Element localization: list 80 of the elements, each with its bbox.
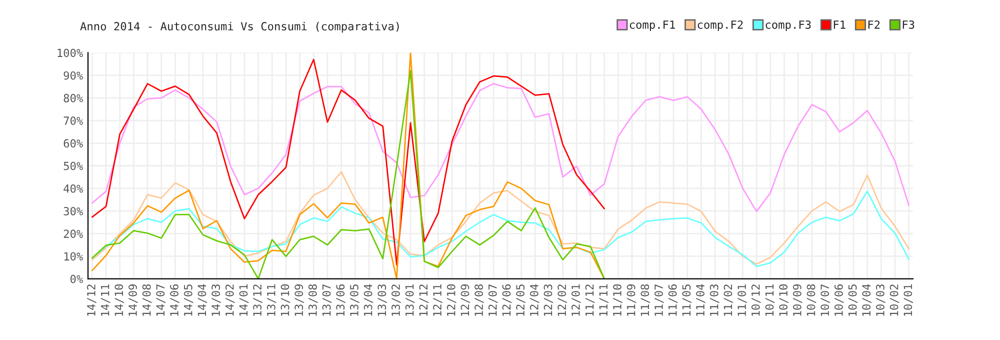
- x-tick-label: 10/02: [890, 284, 900, 316]
- line-series: [91, 171, 910, 265]
- x-tick-label: 13/11: [266, 284, 276, 316]
- x-tick-label: 14/12: [87, 284, 96, 316]
- y-tick-label: 40%: [64, 184, 83, 193]
- chart-title: Anno 2014 - Autoconsumi Vs Consumi (comparativa): [80, 22, 399, 33]
- x-tick-label: 12/08: [474, 284, 484, 316]
- legend-label: comp.F1: [630, 20, 675, 32]
- x-tick-label: 14/02: [225, 284, 235, 316]
- x-tick-label: 10/03: [876, 284, 886, 316]
- x-tick-label: 12/01: [571, 284, 581, 316]
- legend-label: comp.F3: [766, 20, 811, 32]
- x-tick-label: 10/08: [806, 284, 816, 316]
- y-tick-label: 100%: [58, 48, 83, 58]
- x-tick-label: 14/05: [184, 284, 194, 316]
- legend-label: F3: [902, 20, 914, 29]
- x-tick-label: 14/06: [170, 284, 180, 316]
- x-tick-label: 10/10: [779, 284, 788, 316]
- x-tick-label: 11/04: [696, 284, 706, 316]
- y-tick-label: 80%: [64, 94, 83, 102]
- x-tick-label: 14/11: [100, 284, 110, 316]
- legend-label: F2: [868, 20, 880, 29]
- line-series: [91, 82, 910, 212]
- x-tick-label: 11/09: [626, 284, 636, 316]
- x-tick-label: 11/03: [710, 284, 720, 316]
- y-tick-label: 50%: [64, 162, 83, 170]
- x-tick-label: 12/03: [544, 284, 554, 316]
- x-tick-label: 12/07: [488, 284, 498, 316]
- x-tick-label: 10/09: [792, 284, 802, 316]
- legend-label: comp.F2: [698, 20, 743, 32]
- x-tick-label: 14/07: [156, 284, 166, 316]
- x-tick-label: 10/06: [834, 284, 844, 316]
- x-tick-label: 12/02: [558, 284, 567, 316]
- y-tick-label: 20%: [64, 230, 83, 238]
- x-tick-label: 13/01: [405, 284, 415, 316]
- x-tick-label: 12/05: [516, 284, 526, 316]
- x-tick-label: 11/08: [640, 284, 650, 316]
- x-tick-label: 11/05: [682, 284, 692, 316]
- x-tick-label: 11/02: [724, 284, 734, 316]
- x-tick-label: 14/03: [212, 284, 221, 316]
- x-tick-label: 12/12: [419, 284, 428, 316]
- x-tick-label: 14/09: [128, 284, 138, 316]
- x-tick-label: 10/12: [751, 284, 761, 316]
- x-tick-label: 13/12: [253, 284, 262, 316]
- x-tick-label: 13/04: [364, 284, 374, 316]
- y-tick-label: 30%: [64, 206, 83, 216]
- x-tick-label: 14/10: [114, 284, 124, 316]
- x-tick-label: 12/04: [530, 284, 540, 316]
- x-tick-label: 10/04: [862, 284, 872, 316]
- y-tick-label: 90%: [64, 71, 83, 80]
- x-tick-label: 13/07: [322, 284, 332, 316]
- y-tick-label: 70%: [64, 116, 83, 125]
- x-tick-label: 11/10: [613, 284, 622, 316]
- x-tick-label: 10/05: [848, 284, 858, 316]
- x-tick-label: 10/07: [820, 284, 830, 316]
- x-tick-label: 13/06: [336, 284, 346, 316]
- x-tick-label: 13/03: [378, 284, 387, 316]
- x-tick-label: 14/04: [198, 284, 208, 316]
- x-tick-label: 14/08: [142, 284, 152, 316]
- x-tick-label: 12/10: [446, 284, 456, 316]
- x-tick-label: 11/07: [654, 284, 664, 316]
- x-tick-label: 12/11: [433, 284, 442, 316]
- x-tick-label: 10/01: [904, 284, 913, 316]
- y-tick-label: 10%: [64, 252, 83, 261]
- x-tick-label: 13/09: [294, 284, 304, 316]
- legend-label: F1: [834, 20, 846, 29]
- x-tick-label: 12/06: [502, 284, 512, 316]
- x-tick-label: 10/11: [765, 284, 775, 316]
- y-tick-label: 0%: [70, 274, 83, 284]
- x-tick-label: 11/01: [738, 284, 747, 316]
- x-tick-label: 13/02: [392, 284, 401, 316]
- y-tick-label: 60%: [64, 139, 83, 148]
- x-tick-label: 11/12: [585, 284, 595, 316]
- x-tick-label: 13/05: [350, 284, 360, 316]
- x-tick-label: 11/06: [668, 284, 678, 316]
- x-tick-label: 14/01: [239, 284, 249, 316]
- x-tick-label: 11/11: [599, 284, 608, 316]
- x-tick-label: 12/09: [460, 284, 470, 316]
- x-tick-label: 13/08: [308, 284, 318, 316]
- x-tick-label: 13/10: [280, 284, 290, 316]
